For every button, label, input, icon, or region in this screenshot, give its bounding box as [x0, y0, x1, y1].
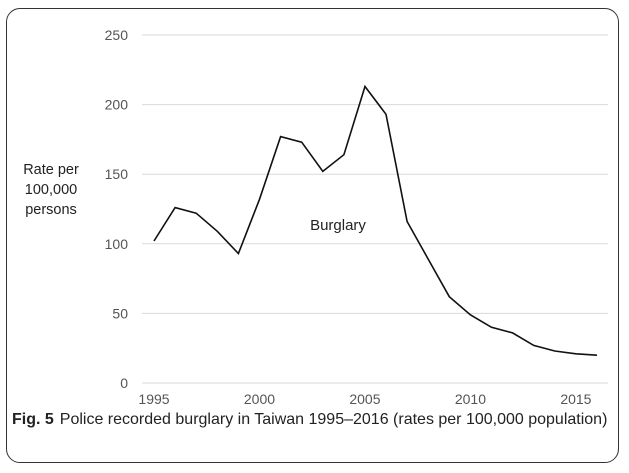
y-tick-label-200: 200 — [105, 97, 129, 113]
y-axis-label: Rate per 100,000 persons — [8, 160, 94, 220]
burglary-series-line — [153, 84, 598, 356]
x-tick-label-2005: 2005 — [349, 391, 380, 405]
figure-frame — [6, 8, 619, 463]
figure-caption: Fig. 5 Police recorded burglary in Taiwan… — [12, 409, 608, 431]
y-tick-label-0: 0 — [120, 375, 128, 391]
x-tick-label-2015: 2015 — [560, 391, 591, 405]
x-tick-label-1995: 1995 — [138, 391, 169, 405]
y-tick-label-150: 150 — [105, 166, 129, 182]
grid — [142, 34, 608, 384]
line-chart: 0 50 100 150 200 250 1995 2000 2005 2010 2015 Bur… — [105, 27, 608, 405]
x-tick-label-2000: 2000 — [244, 391, 275, 405]
y-tick-label-50: 50 — [112, 305, 128, 321]
caption-text: Police recorded burglary in Taiwan 1995–… — [59, 411, 608, 428]
y-tick-labels: 0 50 100 150 200 250 — [105, 27, 129, 391]
x-tick-labels: 1995 2000 2005 2010 2015 — [138, 391, 591, 405]
figure-label: Fig. 5 — [12, 411, 54, 428]
y-tick-label-250: 250 — [105, 27, 129, 43]
y-axis-label-line-3: persons — [25, 202, 77, 218]
x-tick-label-2010: 2010 — [455, 391, 486, 405]
series-annotation-burglary: Burglary — [310, 217, 366, 234]
y-tick-label-100: 100 — [105, 236, 129, 252]
y-axis-label-line-1: Rate per — [23, 162, 79, 178]
y-axis-label-line-2: 100,000 — [24, 182, 78, 198]
